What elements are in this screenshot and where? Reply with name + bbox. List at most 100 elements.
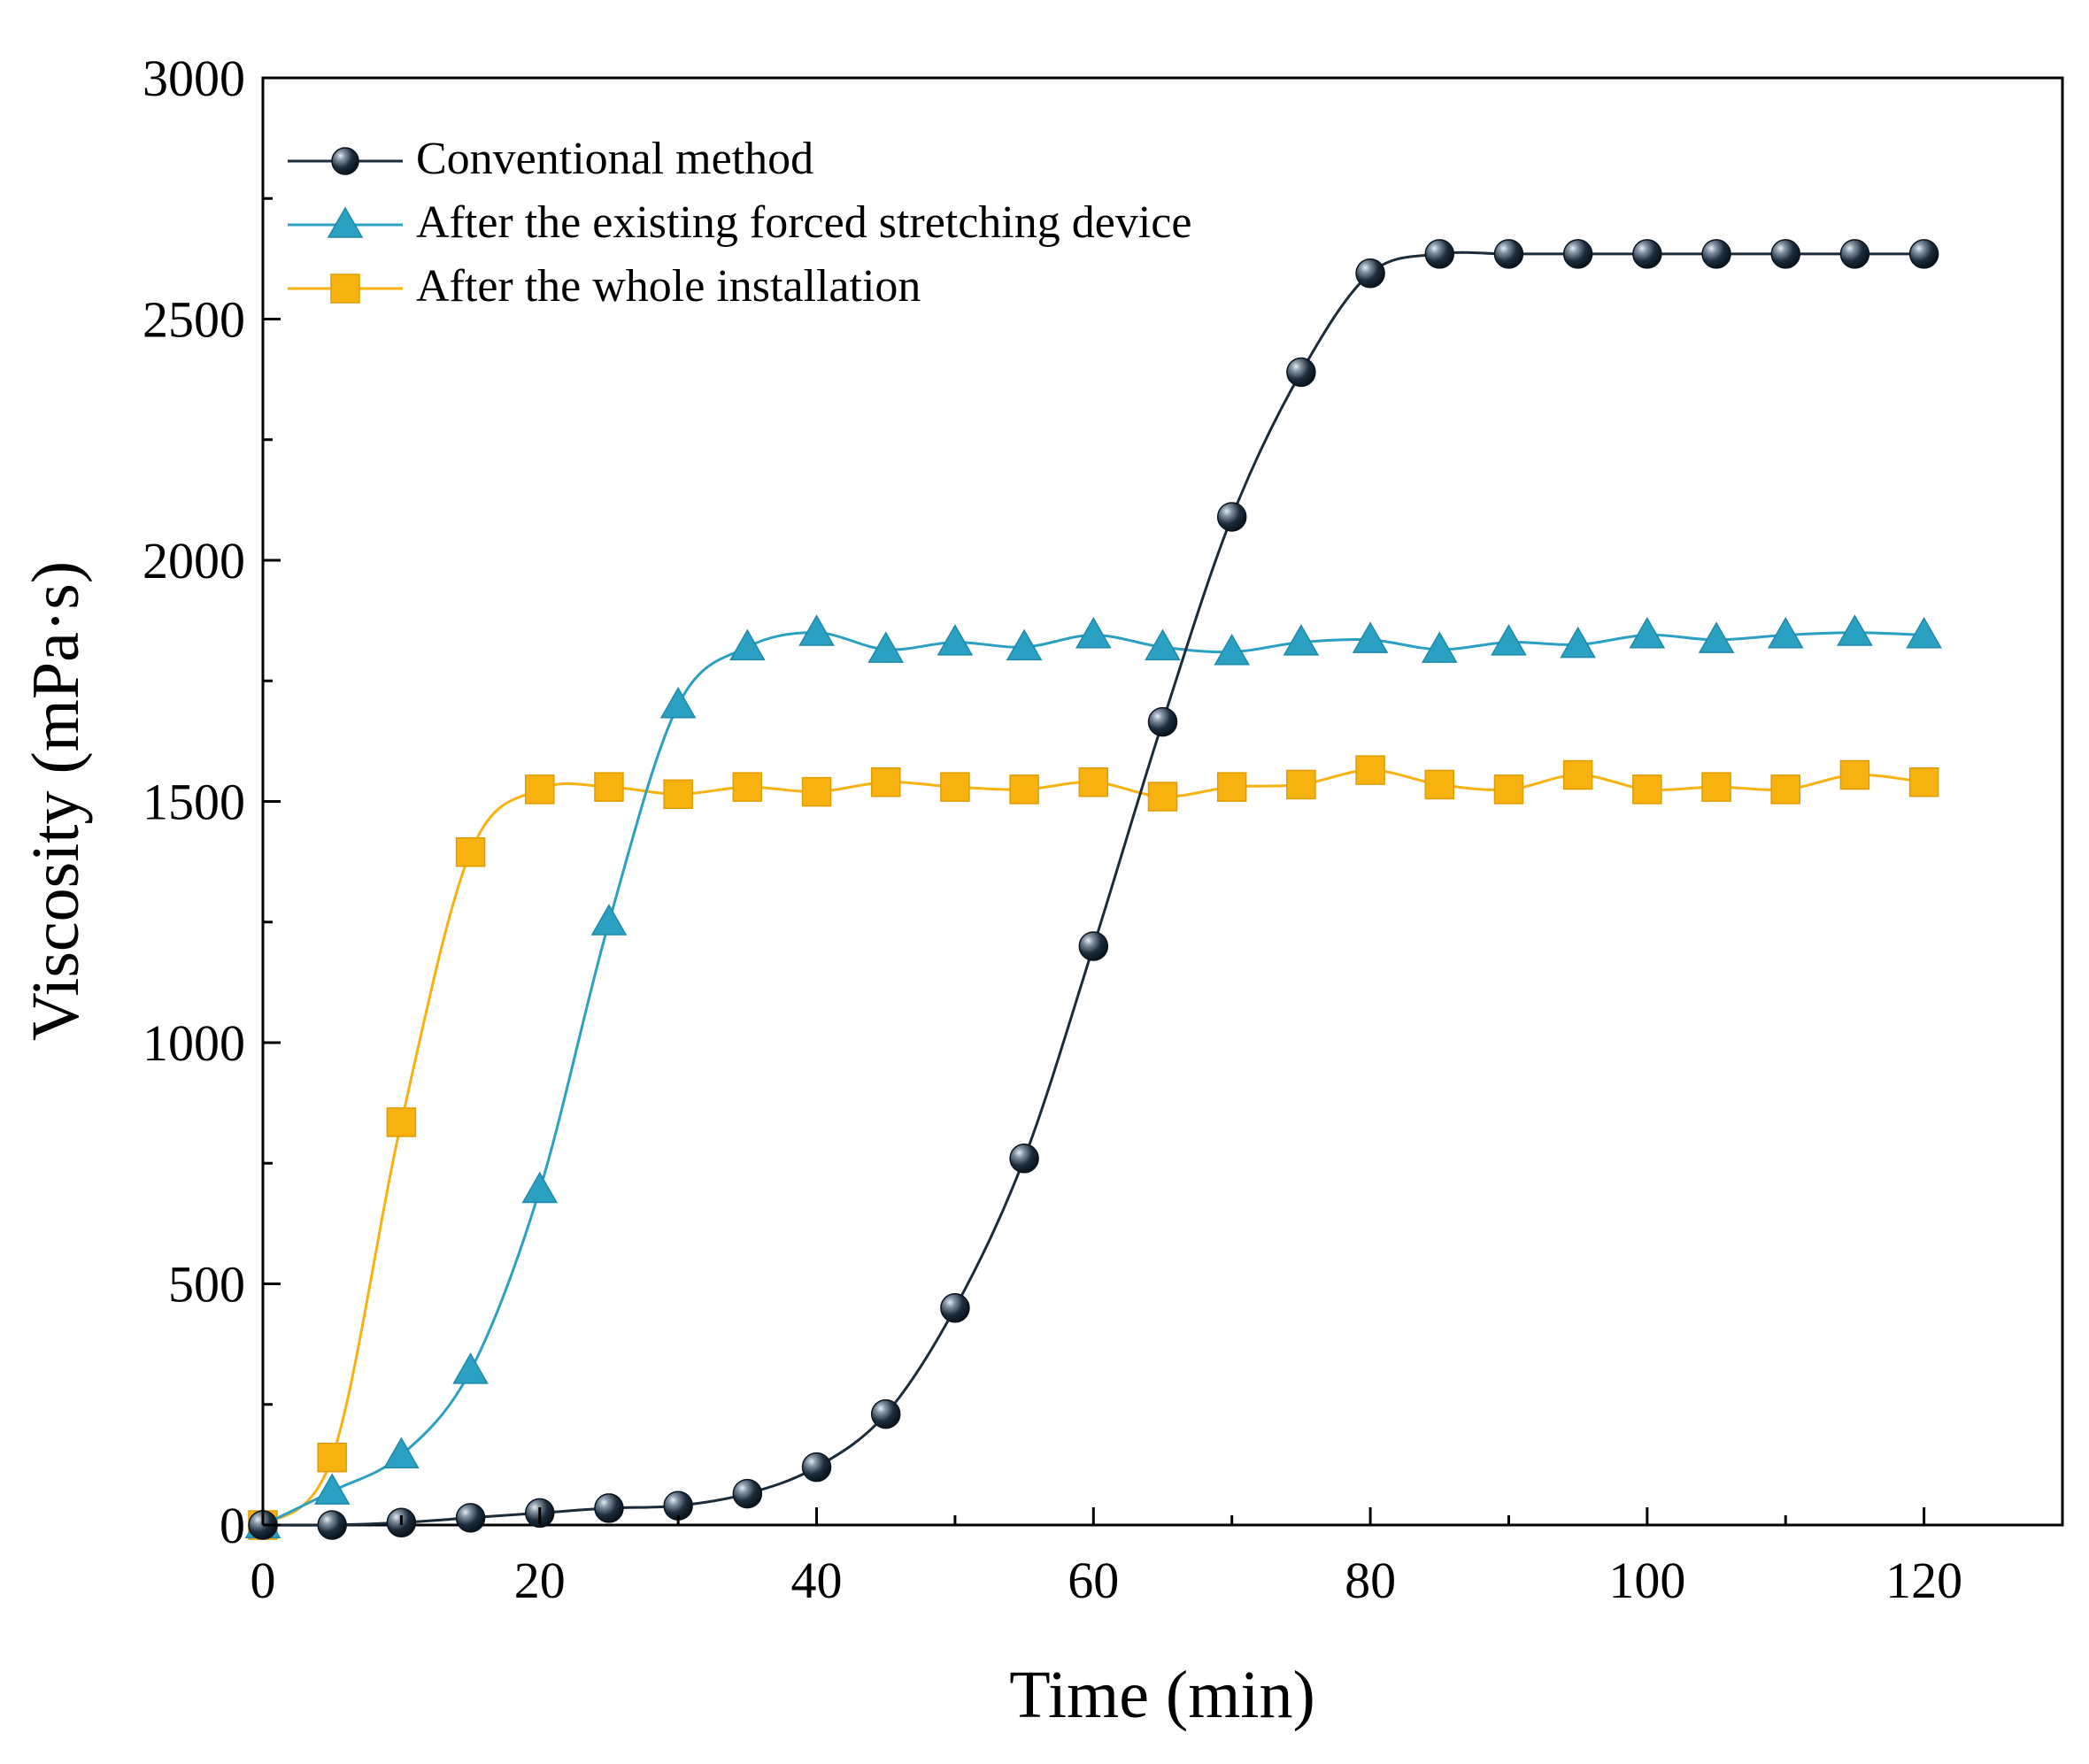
data-point-conventional-method-55 — [1009, 1144, 1039, 1174]
data-point-conventional-method-75 — [1286, 357, 1316, 388]
data-point-after-the-whole-installation-105 — [1701, 772, 1731, 802]
x-tick-label-100: 100 — [1608, 1552, 1685, 1609]
series-line-after-the-existing-forced-stretching-device — [262, 631, 1924, 1527]
data-point-after-the-existing-forced-stretching-device-45 — [867, 631, 905, 663]
series-after-the-existing-forced-stretching-device — [244, 614, 1942, 1538]
data-point-conventional-method-50 — [940, 1293, 970, 1323]
y-tick-label-2500: 2500 — [143, 291, 245, 349]
data-point-after-the-existing-forced-stretching-device-65 — [1145, 628, 1181, 661]
data-point-conventional-method-80 — [1355, 258, 1385, 289]
data-point-after-the-whole-installation-50 — [940, 772, 970, 802]
data-point-after-the-whole-installation-15 — [455, 836, 486, 867]
data-point-after-the-existing-forced-stretching-device-15 — [452, 1352, 489, 1384]
data-point-after-the-whole-installation-40 — [801, 776, 832, 807]
data-point-conventional-method-70 — [1216, 502, 1247, 532]
x-tick-label-60: 60 — [1068, 1552, 1119, 1609]
data-point-conventional-method-105 — [1701, 239, 1731, 269]
data-point-after-the-existing-forced-stretching-device-105 — [1698, 621, 1735, 653]
data-point-after-the-whole-installation-70 — [1216, 772, 1247, 802]
data-point-after-the-whole-installation-45 — [870, 766, 901, 797]
legend-marker-triangle — [327, 206, 364, 238]
data-point-conventional-method-60 — [1078, 931, 1109, 961]
data-point-conventional-method-120 — [1908, 239, 1939, 269]
data-point-after-the-whole-installation-75 — [1286, 769, 1316, 800]
y-tick-label-0: 0 — [220, 1497, 245, 1554]
data-point-after-the-existing-forced-stretching-device-75 — [1283, 624, 1320, 656]
data-point-after-the-existing-forced-stretching-device-60 — [1075, 616, 1112, 649]
y-axis-title: Viscosity (mPa·s) — [19, 561, 93, 1041]
data-point-conventional-method-110 — [1770, 239, 1800, 269]
data-point-after-the-whole-installation-100 — [1632, 774, 1662, 805]
data-point-conventional-method-95 — [1562, 239, 1593, 269]
y-tick-label-1000: 1000 — [143, 1014, 245, 1072]
x-tick-label-40: 40 — [791, 1552, 843, 1609]
data-point-after-the-existing-forced-stretching-device-120 — [1906, 616, 1942, 649]
data-point-conventional-method-45 — [870, 1398, 901, 1429]
data-point-after-the-existing-forced-stretching-device-10 — [383, 1437, 420, 1468]
data-point-after-the-whole-installation-80 — [1355, 755, 1385, 785]
data-point-after-the-existing-forced-stretching-device-95 — [1560, 626, 1596, 659]
data-point-after-the-existing-forced-stretching-device-90 — [1491, 624, 1527, 656]
data-point-after-the-existing-forced-stretching-device-5 — [313, 1473, 351, 1505]
data-point-after-the-existing-forced-stretching-device-25 — [590, 904, 628, 936]
data-point-after-the-whole-installation-35 — [732, 772, 763, 802]
y-tick-label-2000: 2000 — [143, 532, 245, 589]
data-point-after-the-existing-forced-stretching-device-50 — [937, 624, 974, 656]
data-point-after-the-existing-forced-stretching-device-85 — [1421, 631, 1458, 663]
data-point-after-the-whole-installation-55 — [1009, 774, 1039, 805]
data-point-after-the-whole-installation-85 — [1424, 769, 1455, 800]
x-tick-label-20: 20 — [514, 1552, 566, 1609]
data-point-after-the-existing-forced-stretching-device-110 — [1767, 616, 1804, 649]
series-after-the-whole-installation — [248, 755, 1939, 1540]
data-point-after-the-existing-forced-stretching-device-70 — [1214, 634, 1250, 666]
data-point-conventional-method-15 — [455, 1503, 486, 1533]
data-point-conventional-method-115 — [1839, 239, 1870, 269]
axis-layer: 0 20 40 60 80 100 120 0 500 1000 1500 2000 2500 3000 — [143, 50, 1962, 1609]
x-tick-label-120: 120 — [1885, 1552, 1962, 1609]
data-point-after-the-whole-installation-110 — [1770, 774, 1800, 805]
data-point-after-the-existing-forced-stretching-device-100 — [1629, 616, 1666, 649]
legend-entry-forced-stretching-device: After the existing forced stretching dev… — [288, 197, 1191, 248]
data-point-after-the-whole-installation-20 — [525, 774, 555, 805]
legend-label-forced-stretching-device: After the existing forced stretching dev… — [416, 197, 1191, 248]
data-point-conventional-method-40 — [801, 1452, 832, 1483]
data-point-after-the-existing-forced-stretching-device-20 — [521, 1171, 559, 1204]
data-point-after-the-existing-forced-stretching-device-115 — [1837, 614, 1873, 646]
legend-label-conventional-method: Conventional method — [416, 134, 813, 184]
data-point-after-the-whole-installation-65 — [1147, 782, 1178, 812]
data-point-after-the-existing-forced-stretching-device-80 — [1352, 621, 1389, 653]
data-point-after-the-whole-installation-120 — [1908, 766, 1939, 797]
data-point-conventional-method-65 — [1147, 706, 1178, 737]
data-point-conventional-method-25 — [594, 1493, 624, 1523]
legend-entry-conventional-method: Conventional method — [288, 134, 813, 184]
data-point-after-the-whole-installation-10 — [386, 1107, 417, 1137]
y-tick-label-3000: 3000 — [143, 50, 245, 107]
legend-entry-whole-installation: After the whole installation — [288, 261, 921, 312]
legend-marker-circle — [331, 147, 359, 175]
data-point-conventional-method-35 — [732, 1478, 763, 1509]
data-point-after-the-existing-forced-stretching-device-40 — [798, 614, 835, 646]
legend: Conventional method After the existing f… — [288, 134, 1191, 312]
series-conventional-method — [248, 239, 1939, 1540]
series-line-after-the-whole-installation — [261, 768, 1924, 1527]
data-point-after-the-existing-forced-stretching-device-35 — [729, 628, 766, 661]
x-tick-label-0: 0 — [251, 1552, 276, 1609]
y-tick-label-500: 500 — [168, 1256, 245, 1313]
legend-marker-square — [330, 273, 360, 304]
series-layer — [244, 239, 1942, 1540]
data-point-after-the-whole-installation-5 — [317, 1442, 347, 1473]
data-point-after-the-whole-installation-60 — [1078, 766, 1109, 797]
data-point-after-the-whole-installation-95 — [1562, 759, 1593, 790]
data-point-conventional-method-5 — [317, 1510, 347, 1540]
x-axis-title: Time (min) — [1009, 1658, 1315, 1732]
series-line-conventional-method — [262, 250, 1924, 1527]
data-point-after-the-existing-forced-stretching-device-30 — [659, 686, 697, 719]
data-point-conventional-method-85 — [1424, 239, 1455, 269]
legend-label-whole-installation: After the whole installation — [416, 261, 921, 312]
y-tick-label-1500: 1500 — [143, 774, 245, 831]
data-point-after-the-whole-installation-25 — [594, 772, 624, 802]
data-point-conventional-method-100 — [1632, 239, 1662, 269]
data-point-after-the-whole-installation-30 — [663, 779, 693, 810]
